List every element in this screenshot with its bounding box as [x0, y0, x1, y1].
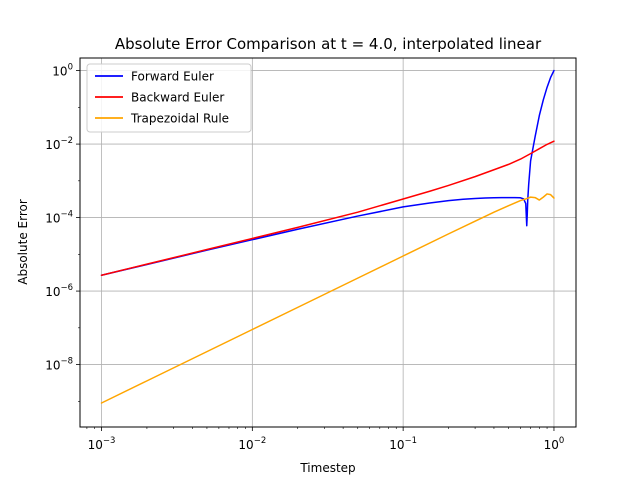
y-tick-label-exponent: −6 — [60, 283, 73, 293]
series-line-forward-euler — [100, 69, 555, 276]
legend-entry-label: Forward Euler — [131, 70, 214, 84]
x-tick-label-exponent: 0 — [559, 436, 564, 446]
y-tick-label-exponent: −2 — [60, 136, 73, 146]
y-tick-label-base: 10 — [45, 138, 60, 152]
series-line-trapezoidal-rule — [100, 193, 555, 404]
x-axis-ticks: 10−3 10−2 10−1 100 — [88, 427, 565, 452]
x-tick-label-exponent: −2 — [254, 436, 267, 446]
legend-entry-label: Backward Euler — [131, 91, 224, 105]
x-tick-label-base: 10 — [238, 438, 253, 452]
y-axis-label: Absolute Error — [16, 199, 30, 285]
x-tick-label-base: 10 — [544, 438, 559, 452]
y-tick-label: 10−2 — [45, 136, 73, 152]
x-tick-label: 100 — [544, 436, 565, 452]
y-tick-label-base: 10 — [52, 65, 67, 79]
chart-title: Absolute Error Comparison at t = 4.0, in… — [115, 35, 542, 53]
x-tick-label-exponent: −3 — [103, 436, 116, 446]
y-tick-label: 10−8 — [45, 357, 73, 373]
y-tick-label-exponent: 0 — [68, 63, 73, 73]
x-tick-label-base: 10 — [88, 438, 103, 452]
x-tick-label-exponent: −1 — [405, 436, 418, 446]
x-tick-label-base: 10 — [389, 438, 404, 452]
y-tick-label-base: 10 — [45, 285, 60, 299]
y-tick-label-base: 10 — [45, 212, 60, 226]
y-tick-label-exponent: −8 — [60, 357, 73, 367]
series-layer — [100, 69, 555, 404]
y-tick-label-base: 10 — [45, 359, 60, 373]
series-line-backward-euler — [100, 140, 555, 276]
x-tick-label: 10−1 — [389, 436, 417, 452]
legend: Forward Euler Backward Euler Trapezoidal R… — [86, 63, 252, 133]
x-tick-label: 10−2 — [238, 436, 266, 452]
x-tick-label: 10−3 — [88, 436, 116, 452]
plot-frame — [79, 57, 577, 428]
y-tick-label: 10−4 — [45, 210, 73, 226]
x-axis-label: Timestep — [299, 461, 355, 475]
y-tick-label-exponent: −4 — [60, 210, 73, 220]
legend-box — [86, 63, 252, 133]
legend-entry-label: Trapezoidal Rule — [130, 112, 229, 126]
y-tick-label: 100 — [52, 63, 73, 79]
y-tick-label: 10−6 — [45, 283, 73, 299]
